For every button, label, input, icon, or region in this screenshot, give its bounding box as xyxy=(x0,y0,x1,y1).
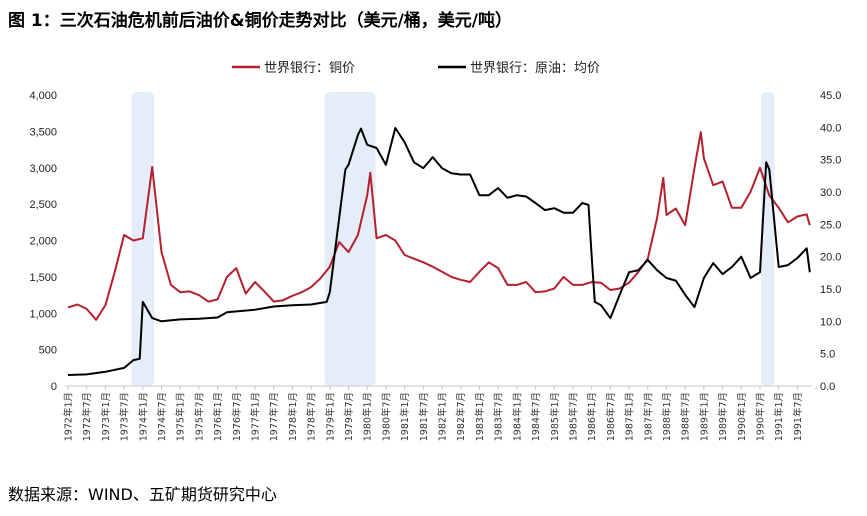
left-y-tick-label: 1,000 xyxy=(29,308,57,320)
left-y-tick-label: 0 xyxy=(51,381,57,393)
x-tick-label: 1974年7月 xyxy=(156,392,168,441)
right-y-tick-label: 0.0 xyxy=(820,381,835,393)
left-y-tick-label: 4,000 xyxy=(29,90,57,102)
x-tick-label: 1984年1月 xyxy=(511,392,523,441)
right-y-tick-label: 5.0 xyxy=(820,349,835,361)
x-tick-label: 1976年7月 xyxy=(231,392,243,441)
x-tick-label: 1982年1月 xyxy=(437,392,449,441)
x-tick-label: 1976年1月 xyxy=(212,392,224,441)
x-tick-label: 1979年1月 xyxy=(324,392,336,441)
oil-crisis-shade xyxy=(761,92,775,386)
x-tick-label: 1978年7月 xyxy=(306,392,318,441)
right-y-tick-label: 30.0 xyxy=(820,187,841,199)
right-y-tick-label: 40.0 xyxy=(820,122,841,134)
x-tick-label: 1986年1月 xyxy=(586,392,598,441)
x-tick-label: 1987年1月 xyxy=(624,392,636,441)
x-tick-label: 1980年7月 xyxy=(380,392,392,441)
x-tick-label: 1990年7月 xyxy=(754,392,766,441)
x-tick-label: 1983年7月 xyxy=(493,392,505,441)
x-tick-label: 1983年1月 xyxy=(474,392,486,441)
x-tick-label: 1988年1月 xyxy=(661,392,673,441)
x-tick-label: 1986年7月 xyxy=(605,392,617,441)
x-tick-label: 1989年1月 xyxy=(698,392,710,441)
x-tick-label: 1974年1月 xyxy=(137,392,149,441)
legend-label: 世界银行：原油：均价 xyxy=(470,61,600,76)
x-tick-label: 1984年7月 xyxy=(530,392,542,441)
right-y-tick-label: 25.0 xyxy=(820,219,841,231)
x-tick-label: 1988年7月 xyxy=(680,392,692,441)
left-y-tick-label: 2,500 xyxy=(29,199,57,211)
right-y-tick-label: 35.0 xyxy=(820,155,841,167)
legend-label: 世界银行：铜价 xyxy=(264,61,355,76)
copper-price-line xyxy=(67,131,811,321)
chart-title: 图 1：三次石油危机前后油价&铜价走势对比（美元/桶，美元/吨） xyxy=(8,11,512,31)
x-tick-label: 1975年1月 xyxy=(175,392,187,441)
right-y-tick-label: 15.0 xyxy=(820,284,841,296)
source-note: 数据来源：WIND、五矿期货研究中心 xyxy=(8,485,277,504)
x-tick-label: 1991年7月 xyxy=(792,392,804,441)
x-tick-label: 1981年7月 xyxy=(418,392,430,441)
x-tick-label: 1991年1月 xyxy=(773,392,785,441)
x-tick-label: 1987年7月 xyxy=(642,392,654,441)
left-y-tick-label: 3,000 xyxy=(29,163,57,175)
x-tick-label: 1977年1月 xyxy=(250,392,262,441)
x-tick-label: 1978年1月 xyxy=(287,392,299,441)
x-tick-label: 1975年7月 xyxy=(193,392,205,441)
x-tick-label: 1985年1月 xyxy=(549,392,561,441)
left-y-tick-label: 1,500 xyxy=(29,272,57,284)
x-tick-label: 1985年7月 xyxy=(567,392,579,441)
x-tick-label: 1972年1月 xyxy=(63,392,75,441)
x-tick-label: 1990年1月 xyxy=(736,392,748,441)
oil-price-line xyxy=(67,127,811,376)
x-tick-label: 1980年1月 xyxy=(362,392,374,441)
x-tick-label: 1972年7月 xyxy=(81,392,93,441)
right-y-tick-label: 20.0 xyxy=(820,252,841,264)
x-tick-label: 1982年7月 xyxy=(455,392,467,441)
x-tick-label: 1977年7月 xyxy=(268,392,280,441)
left-y-tick-label: 500 xyxy=(39,345,57,357)
oil-crisis-shade xyxy=(324,92,376,386)
x-tick-label: 1973年1月 xyxy=(100,392,112,441)
x-tick-label: 1981年1月 xyxy=(399,392,411,441)
right-y-tick-label: 10.0 xyxy=(820,316,841,328)
x-tick-label: 1973年7月 xyxy=(119,392,131,441)
left-y-tick-label: 3,500 xyxy=(29,126,57,138)
right-y-tick-label: 45.0 xyxy=(820,90,841,102)
left-y-tick-label: 2,000 xyxy=(29,236,57,248)
x-tick-label: 1989年7月 xyxy=(717,392,729,441)
x-tick-label: 1979年7月 xyxy=(343,392,355,441)
